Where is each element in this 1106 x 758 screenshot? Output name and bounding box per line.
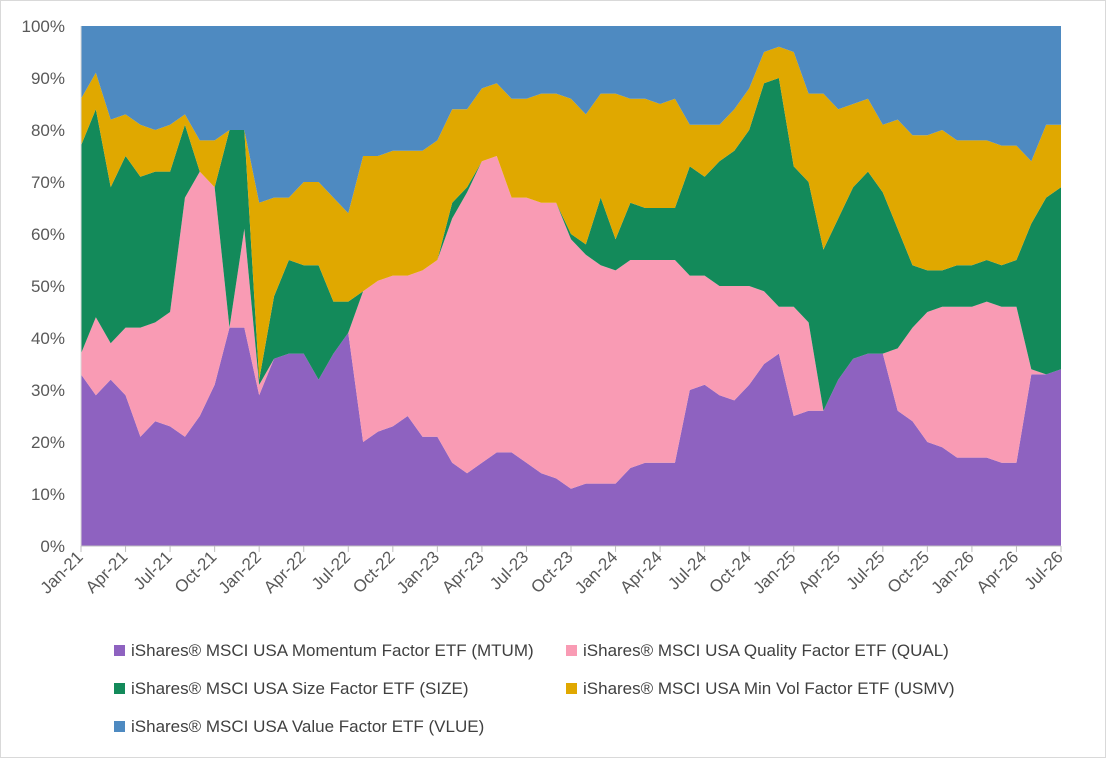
x-tick-label: Jul-24 — [664, 547, 710, 593]
y-tick-label: 0% — [40, 537, 65, 556]
legend-label-3: iShares® MSCI USA Size Factor ETF (SIZE) — [131, 679, 469, 698]
area-series-5 — [81, 26, 1061, 214]
x-tick-label: Apr-24 — [616, 547, 666, 597]
x-tick-label: Oct-22 — [349, 547, 399, 597]
y-tick-label: 40% — [31, 329, 65, 348]
area-series-2 — [81, 156, 1061, 489]
legend: iShares® MSCI USA Momentum Factor ETF (M… — [114, 641, 955, 736]
x-tick-label: Apr-26 — [973, 547, 1023, 597]
area-series-4 — [81, 46, 1061, 380]
x-tick-label: Apr-25 — [795, 547, 845, 597]
x-tick-label: Jan-24 — [571, 547, 621, 597]
x-tick-label: Jan-22 — [215, 547, 265, 597]
legend-swatch-2 — [566, 645, 577, 656]
x-tick-label: Jul-21 — [130, 547, 176, 593]
x-tick-label: Jul-26 — [1021, 547, 1067, 593]
x-axis: Jan-21Apr-21Jul-21Oct-21Jan-22Apr-22Jul-… — [37, 545, 1067, 598]
x-tick-label: Oct-23 — [527, 547, 577, 597]
x-tick-label: Jan-26 — [928, 547, 978, 597]
legend-swatch-1 — [114, 645, 125, 656]
y-axis: 0% 10% 20% 30% 40% 50% 60% 70% 80% 90% 100% — [22, 17, 82, 556]
legend-label-5: iShares® MSCI USA Value Factor ETF (VLUE… — [131, 717, 484, 736]
x-tick-label: Jul-22 — [308, 547, 354, 593]
legend-swatch-5 — [114, 721, 125, 732]
y-tick-label: 30% — [31, 381, 65, 400]
y-tick-label: 60% — [31, 225, 65, 244]
y-tick-label: 100% — [22, 17, 65, 36]
x-tick-label: Oct-21 — [171, 547, 221, 597]
legend-label-4: iShares® MSCI USA Min Vol Factor ETF (US… — [583, 679, 955, 698]
x-tick-label: Jul-23 — [486, 547, 532, 593]
legend-swatch-3 — [114, 683, 125, 694]
y-tick-label: 20% — [31, 433, 65, 452]
x-tick-label: Apr-21 — [82, 547, 132, 597]
legend-label-1: iShares® MSCI USA Momentum Factor ETF (M… — [131, 641, 534, 660]
x-tick-label: Apr-22 — [260, 547, 310, 597]
x-tick-label: Jan-23 — [393, 547, 443, 597]
x-tick-label: Oct-24 — [705, 547, 755, 597]
y-tick-label: 80% — [31, 121, 65, 140]
area-series-1 — [81, 327, 1061, 546]
x-tick-label: Jan-25 — [749, 547, 799, 597]
legend-swatch-4 — [566, 683, 577, 694]
y-tick-label: 10% — [31, 485, 65, 504]
legend-label-2: iShares® MSCI USA Quality Factor ETF (QU… — [583, 641, 949, 660]
plot-areas — [81, 26, 1061, 546]
y-tick-label: 50% — [31, 277, 65, 296]
x-tick-label: Apr-23 — [438, 547, 488, 597]
x-tick-label: Jul-25 — [842, 547, 888, 593]
y-tick-label: 70% — [31, 173, 65, 192]
y-tick-label: 90% — [31, 69, 65, 88]
area-series-3 — [81, 78, 1061, 411]
x-tick-label: Oct-25 — [884, 547, 934, 597]
